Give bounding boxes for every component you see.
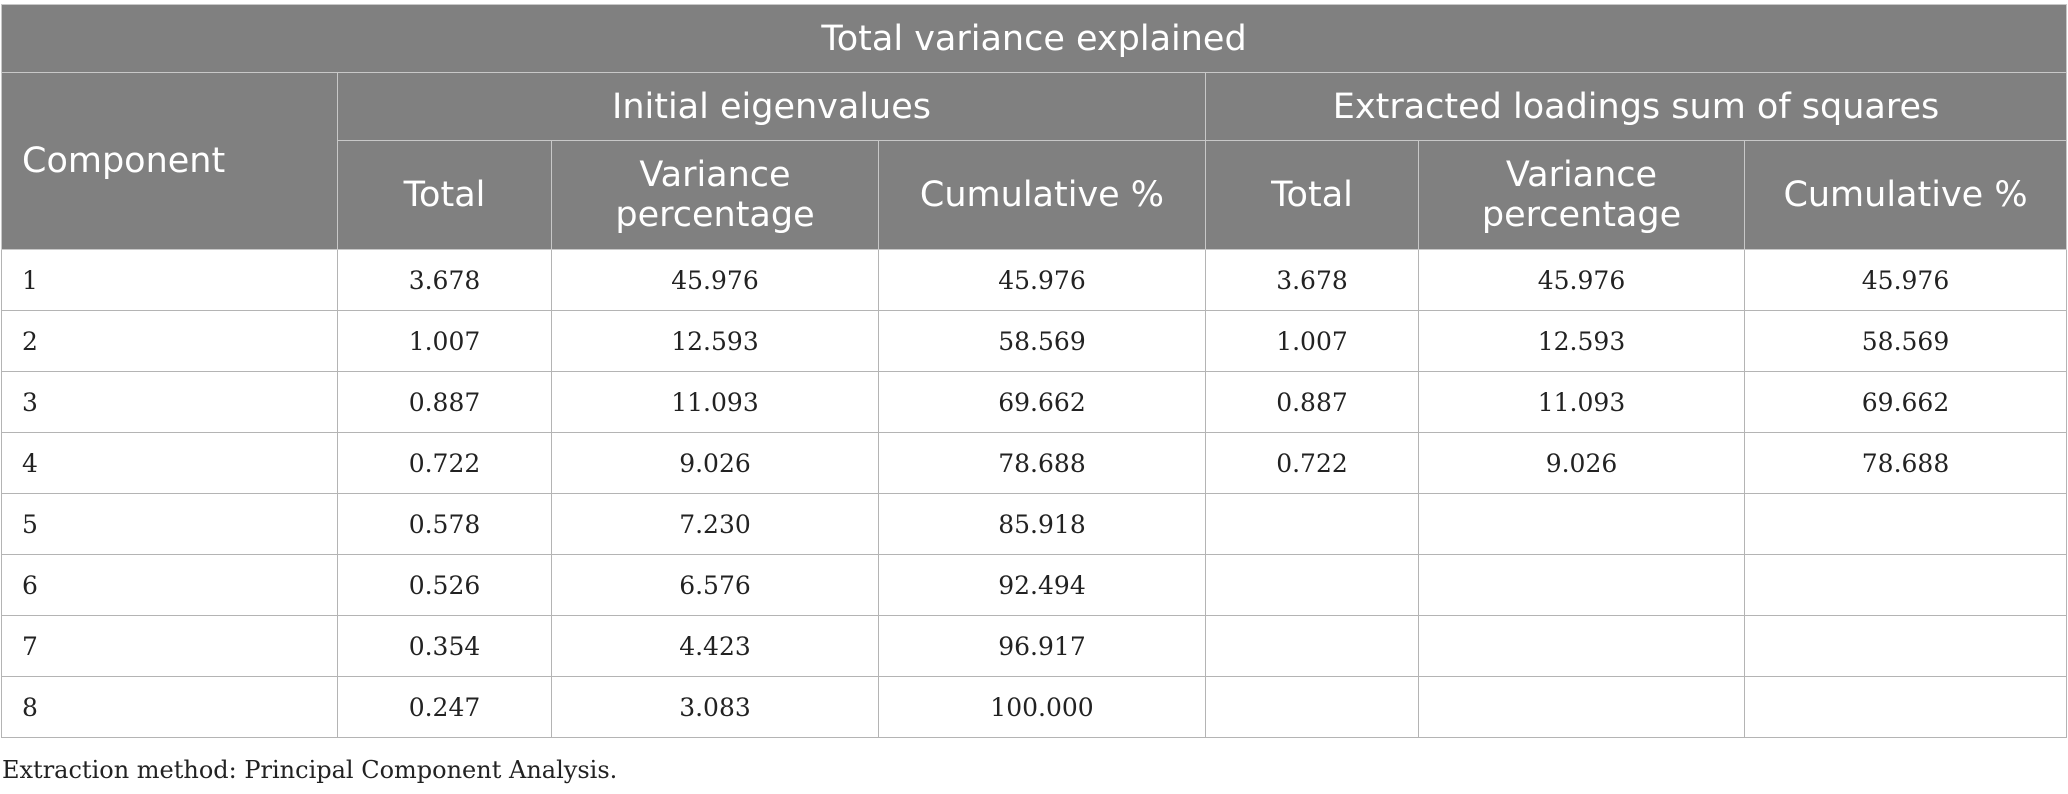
- table-row: 8 0.247 3.083 100.000: [1, 676, 2068, 738]
- header-row-subcolumns: Total Variance percentage Cumulative % T…: [2, 140, 2068, 250]
- component-cell: 2: [1, 310, 338, 372]
- extracted-cumulative-cell: [1743, 493, 2068, 555]
- initial-cumulative-cell: 96.917: [878, 615, 1206, 677]
- extracted-total-cell: 0.722: [1205, 432, 1419, 494]
- extracted-variance-cell: [1418, 493, 1745, 555]
- extracted-cumulative-cell: 58.569: [1743, 310, 2068, 372]
- extracted-total-cell: [1205, 615, 1419, 677]
- extracted-cumulative-cell: [1743, 554, 2068, 616]
- extracted-total-cell: 3.678: [1205, 249, 1419, 311]
- extracted-variance-cell: [1418, 676, 1745, 738]
- extracted-total-cell: [1205, 676, 1419, 738]
- extracted-variance-cell: 45.976: [1418, 249, 1745, 311]
- initial-total-cell: 0.526: [337, 554, 552, 616]
- extracted-variance-cell: [1418, 554, 1745, 616]
- extracted-cumulative-cell: [1743, 676, 2068, 738]
- table-footnote: Extraction method: Principal Component A…: [2, 756, 618, 784]
- initial-variance-cell: 12.593: [551, 310, 879, 372]
- extracted-variance-cell: 12.593: [1418, 310, 1745, 372]
- extracted-cumulative-cell: 45.976: [1743, 249, 2068, 311]
- table-body: 1 3.678 45.976 45.976 3.678 45.976 45.97…: [1, 249, 2068, 738]
- extracted-total-header: Total: [1205, 140, 1419, 250]
- table-row: 5 0.578 7.230 85.918: [1, 493, 2068, 555]
- initial-cumulative-cell: 58.569: [878, 310, 1206, 372]
- initial-variance-cell: 9.026: [551, 432, 879, 494]
- initial-cumulative-cell: 100.000: [878, 676, 1206, 738]
- initial-variance-cell: 6.576: [551, 554, 879, 616]
- extracted-total-cell: 0.887: [1205, 371, 1419, 433]
- component-cell: 4: [1, 432, 338, 494]
- extracted-cumulative-cell: 78.688: [1743, 432, 2068, 494]
- table-row: 7 0.354 4.423 96.917: [1, 615, 2068, 677]
- initial-total-cell: 0.578: [337, 493, 552, 555]
- variance-table-wrapper: Total variance explained Component Initi…: [0, 4, 2068, 738]
- table-row: 2 1.007 12.593 58.569 1.007 12.593 58.56…: [1, 310, 2068, 372]
- initial-variance-header: Variance percentage: [551, 140, 879, 250]
- initial-total-cell: 3.678: [337, 249, 552, 311]
- table-row: 3 0.887 11.093 69.662 0.887 11.093 69.66…: [1, 371, 2068, 433]
- initial-variance-cell: 45.976: [551, 249, 879, 311]
- initial-total-cell: 0.722: [337, 432, 552, 494]
- component-cell: 6: [1, 554, 338, 616]
- header-row-groups: Component Initial eigenvalues Extracted …: [1, 72, 2068, 250]
- extracted-variance-header: Variance percentage: [1418, 140, 1745, 250]
- extracted-total-cell: [1205, 493, 1419, 555]
- initial-total-cell: 0.354: [337, 615, 552, 677]
- initial-cumulative-cell: 92.494: [878, 554, 1206, 616]
- initial-total-cell: 0.887: [337, 371, 552, 433]
- component-cell: 7: [1, 615, 338, 677]
- initial-variance-cell: 7.230: [551, 493, 879, 555]
- initial-variance-cell: 3.083: [551, 676, 879, 738]
- table-row: 1 3.678 45.976 45.976 3.678 45.976 45.97…: [1, 249, 2068, 311]
- initial-variance-cell: 11.093: [551, 371, 879, 433]
- initial-cumulative-cell: 78.688: [878, 432, 1206, 494]
- initial-variance-cell: 4.423: [551, 615, 879, 677]
- initial-cumulative-header: Cumulative %: [878, 140, 1206, 250]
- extracted-variance-cell: 9.026: [1418, 432, 1745, 494]
- table-title: Total variance explained: [0, 4, 2068, 73]
- table-row: 4 0.722 9.026 78.688 0.722 9.026 78.688: [1, 432, 2068, 494]
- component-cell: 5: [1, 493, 338, 555]
- component-cell: 1: [1, 249, 338, 311]
- initial-eigenvalues-header: Initial eigenvalues: [337, 72, 1206, 141]
- extracted-cumulative-cell: 69.662: [1743, 371, 2068, 433]
- initial-cumulative-cell: 45.976: [878, 249, 1206, 311]
- initial-total-cell: 0.247: [337, 676, 552, 738]
- component-cell: 8: [1, 676, 338, 738]
- extracted-cumulative-cell: [1743, 615, 2068, 677]
- table-header: Total variance explained Component Initi…: [0, 4, 2068, 250]
- extracted-total-cell: 1.007: [1205, 310, 1419, 372]
- variance-table: Total variance explained Component Initi…: [0, 4, 2068, 738]
- table-row: 6 0.526 6.576 92.494: [1, 554, 2068, 616]
- extracted-variance-cell: 11.093: [1418, 371, 1745, 433]
- initial-cumulative-cell: 69.662: [878, 371, 1206, 433]
- extracted-cumulative-header: Cumulative %: [1743, 140, 2068, 250]
- component-cell: 3: [1, 371, 338, 433]
- extracted-loadings-header: Extracted loadings sum of squares: [1204, 72, 2068, 141]
- extracted-variance-cell: [1418, 615, 1745, 677]
- initial-total-cell: 1.007: [337, 310, 552, 372]
- initial-total-header: Total: [337, 140, 552, 250]
- initial-cumulative-cell: 85.918: [878, 493, 1206, 555]
- header-row-title: Total variance explained: [0, 4, 2068, 73]
- component-column-header: Component: [1, 72, 338, 250]
- extracted-total-cell: [1205, 554, 1419, 616]
